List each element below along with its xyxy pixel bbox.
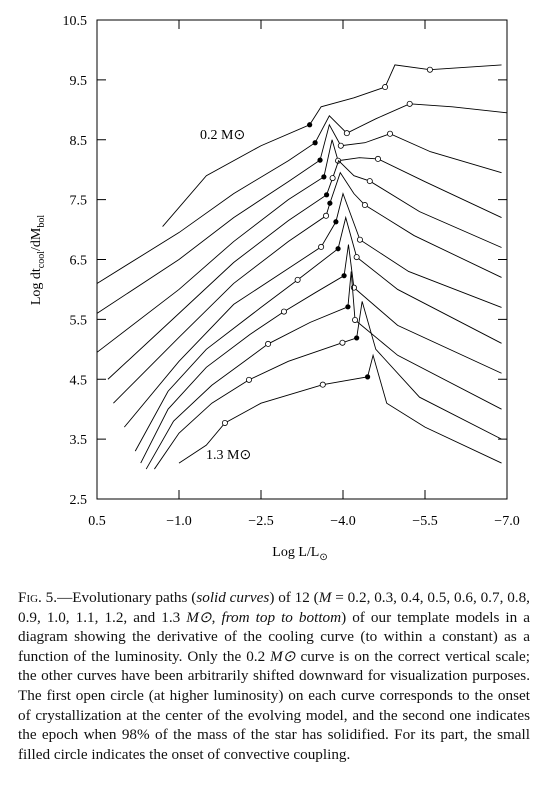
curve: [96, 123, 502, 314]
y-label-sub: bol: [36, 215, 47, 228]
y-tick-label: 4.5: [70, 373, 88, 388]
filled-circle: [307, 122, 313, 128]
y-tick-label: 6.5: [70, 254, 88, 269]
curve: [145, 271, 502, 470]
caption-text: M: [318, 589, 332, 606]
x-tick-label: 0.5: [88, 514, 106, 529]
open-circle: [406, 100, 413, 107]
x-tick-label: −7.0: [494, 514, 519, 529]
filled-circle: [354, 335, 360, 341]
open-circle: [245, 376, 252, 383]
filled-circle: [317, 157, 323, 163]
open-circle: [265, 340, 272, 347]
open-circle: [280, 308, 287, 315]
open-circle: [221, 419, 228, 426]
caption-text: M⊙: [270, 647, 296, 665]
curve: [154, 301, 502, 470]
filled-circle: [365, 374, 371, 380]
open-circle: [374, 155, 381, 162]
y-tick-label: 7.5: [70, 194, 88, 209]
y-label-main: /dM: [29, 227, 44, 251]
y-tick-label: 5.5: [70, 313, 88, 328]
x-axis-label: Log L/L⊙: [272, 545, 327, 563]
x-tick-label: −2.5: [248, 514, 273, 529]
caption-text: Fig. 5.: [18, 589, 58, 606]
y-label-main: Log dt: [29, 268, 44, 305]
open-circle: [339, 339, 346, 346]
open-circle: [337, 142, 344, 149]
caption-text: —Evolutionary paths (: [57, 589, 197, 606]
filled-circle: [345, 304, 351, 310]
filled-circle: [333, 219, 339, 225]
open-circle: [352, 316, 359, 323]
filled-circle: [324, 192, 330, 198]
curve: [96, 139, 502, 353]
filled-circle: [312, 140, 318, 146]
figure-caption: Fig. 5.—Evolutionary paths (solid curves…: [18, 588, 530, 764]
caption-text: ) of 12 (: [269, 589, 319, 606]
y-tick-label: 10.5: [63, 14, 88, 29]
caption-text: from top to bottom: [221, 608, 342, 626]
open-circle: [426, 66, 433, 73]
filled-circle: [335, 246, 341, 252]
caption-text: solid curves: [196, 589, 270, 606]
open-circle: [294, 276, 301, 283]
open-circle: [382, 84, 389, 91]
open-circle: [323, 212, 330, 219]
open-circle: [343, 130, 350, 137]
open-circle: [361, 202, 368, 209]
open-circle: [318, 243, 325, 250]
curve-label: 0.2 M⊙: [200, 128, 245, 143]
y-tick-label: 2.5: [70, 493, 88, 508]
open-circle: [387, 130, 394, 137]
caption-text: ,: [211, 608, 222, 626]
y-axis-label: Log dtcool/dMbol: [29, 215, 47, 306]
filled-circle: [321, 174, 327, 180]
x-tick-label: −1.0: [166, 514, 191, 529]
x-tick-label: −4.0: [330, 514, 355, 529]
filled-circle: [341, 273, 347, 279]
x-label-sub: ⊙: [319, 552, 327, 563]
y-tick-label: 8.5: [70, 134, 88, 149]
open-circle: [319, 381, 326, 388]
open-circle: [366, 178, 373, 185]
y-label-sub: cool: [36, 251, 47, 268]
chart: Log L/L⊙ Log dtcool/dMbol 0.5 −1.0 −2.5 −4.…: [29, 14, 520, 563]
curve: [134, 215, 502, 452]
y-tick-label: 3.5: [70, 433, 88, 448]
caption-text: = 0.2, 0.3, 0.4, 0.5, 0.6, 0.7, 0.8, 0.9…: [18, 589, 530, 626]
curve: [178, 353, 502, 464]
curve: [140, 244, 502, 464]
curve: [162, 64, 502, 227]
filled-circle: [327, 200, 333, 206]
open-circle: [353, 254, 360, 261]
caption-text: curve is on the correct vertical scale; …: [18, 647, 530, 763]
caption-text: M⊙: [186, 608, 212, 626]
y-tick-label: 9.5: [70, 74, 88, 89]
curve: [123, 192, 502, 428]
caption-text: ) of our template models in a diagram sh…: [18, 608, 530, 665]
open-circle: [356, 236, 363, 243]
curve-label: 1.3 M⊙: [206, 448, 251, 463]
x-label-main: Log L/L: [272, 545, 319, 560]
open-circle: [329, 175, 336, 182]
x-tick-label: −5.5: [412, 514, 437, 529]
curve: [96, 103, 508, 284]
